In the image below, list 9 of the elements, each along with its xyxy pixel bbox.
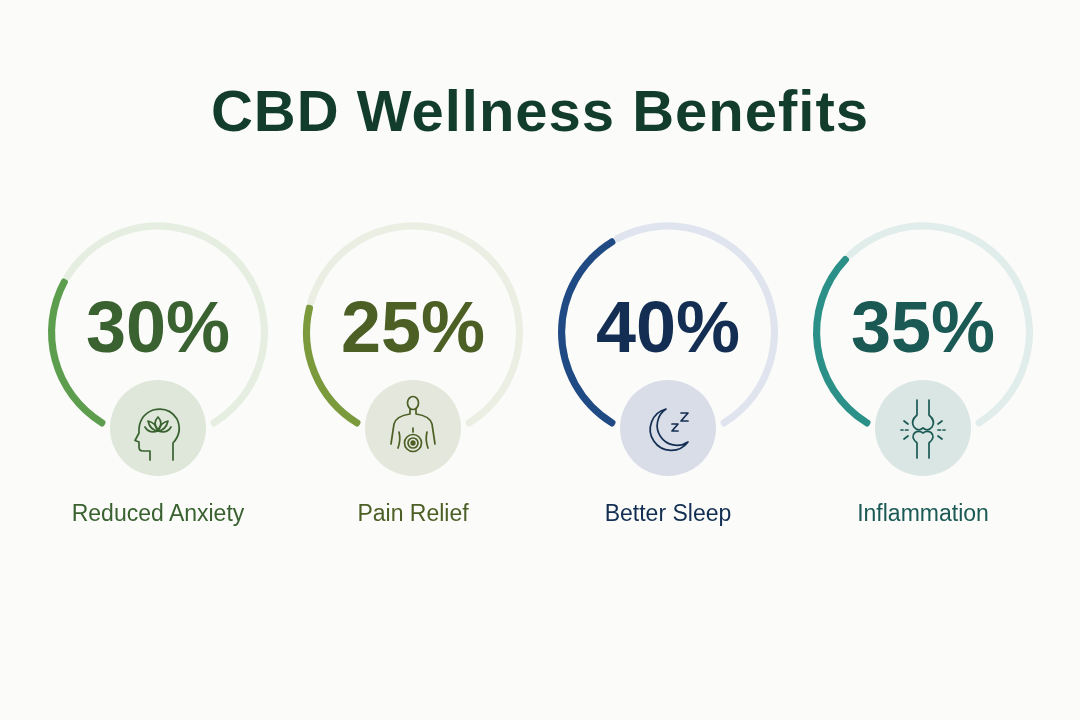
- text: 25%: [340, 287, 485, 368]
- text: 35%: [850, 287, 995, 368]
- text: 30%: [85, 287, 230, 368]
- text: Pain Relief: [356, 499, 469, 526]
- text: CBD Wellness Benefits: [209, 77, 871, 145]
- text: 40%: [595, 287, 740, 368]
- text: Inflammation: [856, 499, 989, 526]
- text: Reduced Anxiety: [71, 499, 245, 526]
- text: Better Sleep: [604, 499, 731, 526]
